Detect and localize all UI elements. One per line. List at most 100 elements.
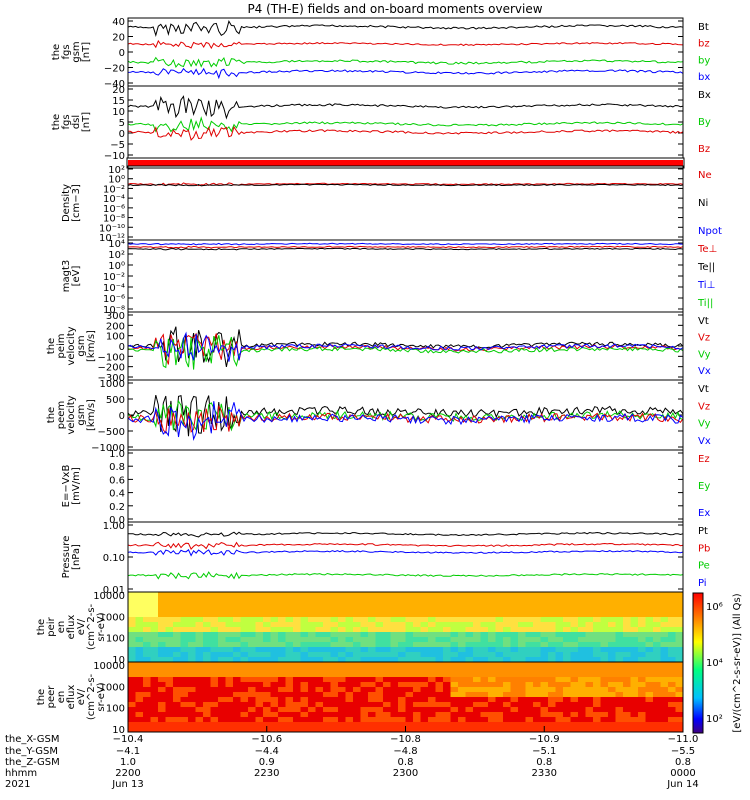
y-tick-label: 0.2 [109,502,125,513]
bt-trace [127,20,684,37]
y-tick-label: 10⁻⁶ [103,204,125,215]
y-tick-label: −200 [98,363,125,374]
y-axis-label: Pressure [61,536,72,579]
vx-peim-trace [127,331,684,362]
y-axis-label: eflux [66,685,77,710]
y-axis-label: magt3 [61,260,72,293]
x-tick-label: 1.0 [120,757,136,768]
y-axis-label: the [51,114,62,130]
legend-entry: Ey [698,481,710,492]
y-axis-label: [nT] [81,42,92,62]
te-trace [127,245,684,249]
y-tick-label: −100 [98,352,125,363]
y-tick-label: 10 [112,655,125,666]
y-tick-label: 100 [106,704,125,715]
y-axis-label: en [56,621,67,634]
y-axis-label: eV/ [76,688,87,705]
y-tick-label: 100 [106,634,125,645]
y-tick-label: 1000 [100,682,125,693]
x-tick-label: −4.8 [393,746,417,757]
y-tick-label: 10⁻¹⁰ [99,223,125,234]
pi-trace [127,549,684,557]
legend-entry: Ex [698,508,710,519]
y-axis-label: the [46,407,57,423]
y-axis-label: dsl [71,115,82,129]
y-axis-label: [eV] [71,266,82,287]
panel-frame [127,165,684,241]
y-tick-label: 1.00 [103,521,125,532]
y-tick-label: 0.8 [109,462,125,473]
legend-entry: Bz [698,144,710,155]
legend-entry: Ne [698,170,712,181]
y-tick-label: 1.0 [109,449,125,460]
y-tick-label: 10000 [93,591,125,602]
x-tick-label: −10.8 [390,734,421,745]
x-row-label: the_Z-GSM [5,757,60,768]
y-axis-label: [km/s] [86,399,97,431]
panel-frame [127,239,684,313]
vy-peim-trace [127,335,684,370]
y-axis-label: [mV/m] [71,467,82,505]
y-tick-label: 10⁻¹² [99,233,125,244]
y-tick-label: 500 [106,395,125,406]
x-tick-label: Jun 13 [111,779,144,790]
y-tick-label: 10⁴ [108,239,125,250]
x-row-label: 2021 [5,779,30,790]
x-row-label: the_Y-GSM [5,746,58,757]
y-axis-label: the [36,619,47,635]
y-tick-label: −10 [104,151,125,162]
y-tick-label: 0.4 [109,489,125,500]
x-tick-label: −10.9 [529,734,560,745]
y-tick-label: 10² [108,250,125,261]
legend-entry: Te|| [697,262,715,273]
x-row-label: the_X-GSM [5,734,59,745]
electron-spectrogram [128,662,684,733]
y-axis-label: [cm−3] [71,184,82,222]
y-tick-label: 0.6 [109,475,125,486]
legend-entry: Vz [698,401,710,412]
x-tick-label: −5.5 [671,746,695,757]
bx-dsl-trace [127,95,684,120]
y-axis-label: Density [61,184,72,222]
y-axis-label: E=−VxB [61,465,72,508]
y-tick-label: 10 [112,725,125,736]
pe-trace [127,571,684,580]
y-axis-label: (cm^2-s- [86,673,97,720]
x-tick-label: −4.1 [116,746,140,757]
y-tick-label: 40 [112,17,125,28]
y-axis-label: sr-eV) [96,612,107,641]
y-tick-label: −20 [104,64,125,75]
y-tick-label: 10⁰ [108,261,125,272]
ne-trace [127,182,684,187]
y-tick-label: 10⁻⁴ [103,194,125,205]
y-axis-label: the [46,338,57,354]
y-tick-label: 300 [106,311,125,322]
ti-trace [127,242,683,246]
colorbar-tick: 10² [706,714,723,725]
x-tick-label: 0.9 [259,757,275,768]
x-tick-label: 2200 [115,768,140,779]
y-axis-label: velocity [66,326,77,365]
y-tick-label: −300 [98,373,125,384]
y-tick-label: 10² [108,165,125,176]
y-axis-label: gsm [71,41,82,62]
ni-trace [127,183,684,187]
y-axis-label: velocity [66,395,77,434]
legend-entry: bx [698,72,710,83]
panel-frame [127,85,684,159]
y-axis-label: peir [46,616,57,636]
y-tick-label: 0 [119,411,125,422]
y-tick-label: 0 [119,342,125,353]
x-tick-label: −5.1 [532,746,556,757]
x-tick-label: −4.4 [255,746,279,757]
y-tick-label: 15 [112,96,125,107]
x-tick-label: 2300 [393,768,418,779]
y-tick-label: −500 [98,427,125,438]
y-tick-label: −1000 [91,443,125,454]
x-tick-label: 0.8 [398,757,414,768]
y-axis-label: gsm [76,335,87,356]
y-tick-label: 100 [106,332,125,343]
legend-entry: Vx [698,436,711,447]
